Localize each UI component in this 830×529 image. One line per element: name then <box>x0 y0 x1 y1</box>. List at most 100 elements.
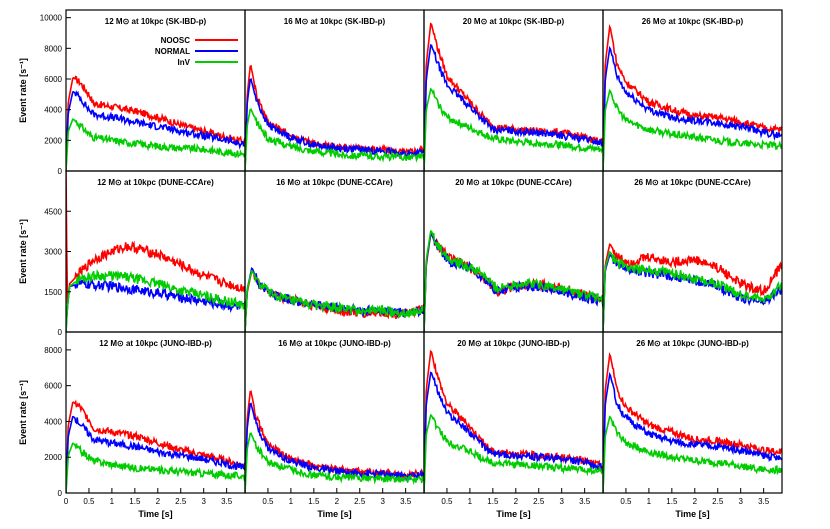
y-tick-label: 0 <box>58 328 63 337</box>
series-group <box>66 399 245 493</box>
panel-6: 16 M⊙ at 10kpc (DUNE-CCAre) <box>244 170 425 333</box>
x-tick-label: 0.5 <box>441 497 453 506</box>
panel-title: 26 M⊙ at 10kpc (SK-IBD-p) <box>642 17 744 26</box>
panel-8: 26 M⊙ at 10kpc (DUNE-CCAre) <box>602 170 783 333</box>
series-normal <box>245 77 424 171</box>
panel-2: 16 M⊙ at 10kpc (SK-IBD-p) <box>244 9 425 172</box>
panel-5: 12 M⊙ at 10kpc (DUNE-CCAre) 0 1500 3000 4500… <box>18 170 246 337</box>
series-normal <box>66 415 245 493</box>
series-noosc <box>66 399 245 493</box>
panel-7: 20 M⊙ at 10kpc (DUNE-CCAre) <box>423 170 604 333</box>
series-inv <box>245 108 424 171</box>
x-tick-label: 1.5 <box>666 497 678 506</box>
series-group <box>245 267 424 332</box>
panel-11: 20 M⊙ at 10kpc (JUNO-IBD-p) 0.5 1 1.5 2 2.5 3 3… <box>423 331 604 519</box>
x-tick-label: 3.5 <box>400 497 412 506</box>
series-group <box>245 64 424 171</box>
y-tick-label: 4000 <box>44 417 62 426</box>
panel-title: 16 M⊙ at 10kpc (DUNE-CCAre) <box>276 178 393 187</box>
panel-9: 12 M⊙ at 10kpc (JUNO-IBD-p) 0 2000 4000 6000… <box>18 331 246 519</box>
panel-frame <box>423 170 604 333</box>
x-tick-label: 3 <box>201 497 206 506</box>
series-inv <box>424 413 603 493</box>
y-tick-label: 2000 <box>44 136 62 145</box>
series-noosc <box>66 75 245 171</box>
panel-title: 16 M⊙ at 10kpc (SK-IBD-p) <box>284 17 386 26</box>
y-axis-label: Event rate [s⁻¹] <box>18 380 28 445</box>
series-group <box>603 352 782 493</box>
series-noosc <box>603 23 782 171</box>
y-tick-label: 1500 <box>44 288 62 297</box>
x-tick-label: 3 <box>559 497 564 506</box>
series-inv <box>603 415 782 493</box>
y-tick-label: 10000 <box>40 14 63 23</box>
y-tick-label: 2000 <box>44 453 62 462</box>
series-noosc <box>603 352 782 493</box>
series-group <box>603 23 782 171</box>
x-axis-label: Time [s] <box>675 509 709 519</box>
series-group <box>424 22 603 171</box>
legend-label: NORMAL <box>155 47 190 56</box>
series-inv <box>66 442 245 493</box>
x-tick-label: 0.5 <box>620 497 632 506</box>
series-group <box>603 243 782 332</box>
x-tick-label: 0.5 <box>262 497 274 506</box>
series-inv <box>245 432 424 493</box>
series-inv <box>66 269 245 332</box>
series-inv <box>245 269 424 332</box>
panel-3: 20 M⊙ at 10kpc (SK-IBD-p) <box>423 9 604 172</box>
series-noosc <box>245 270 424 332</box>
series-inv <box>424 230 603 332</box>
panel-4: 26 M⊙ at 10kpc (SK-IBD-p) <box>602 9 783 172</box>
y-tick-label: 4000 <box>44 106 62 115</box>
x-tick-label: 2 <box>514 497 519 506</box>
x-tick-label: 3 <box>380 497 385 506</box>
panel-1: 12 M⊙ at 10kpc (SK-IBD-p) 0 2000 4000 6000 80… <box>18 9 246 176</box>
series-inv <box>66 118 245 171</box>
x-tick-label: 2.5 <box>354 497 366 506</box>
series-normal <box>66 278 245 332</box>
series-group <box>424 230 603 332</box>
panel-frame <box>602 331 783 494</box>
x-tick-label: 2.5 <box>175 497 187 506</box>
x-tick-label: 1.5 <box>308 497 320 506</box>
series-inv <box>603 251 782 332</box>
x-tick-label: 3 <box>738 497 743 506</box>
x-axis-label: Time [s] <box>496 509 530 519</box>
x-tick-label: 3.5 <box>579 497 591 506</box>
y-tick-label: 8000 <box>44 346 62 355</box>
panel-title: 26 M⊙ at 10kpc (JUNO-IBD-p) <box>636 339 749 348</box>
x-tick-label: 1 <box>110 497 115 506</box>
panel-title: 20 M⊙ at 10kpc (SK-IBD-p) <box>463 17 565 26</box>
panel-title: 20 M⊙ at 10kpc (JUNO-IBD-p) <box>457 339 570 348</box>
panel-title: 12 M⊙ at 10kpc (JUNO-IBD-p) <box>99 339 212 348</box>
series-inv <box>603 88 782 171</box>
panel-frame <box>602 9 783 172</box>
series-normal <box>603 371 782 493</box>
panel-title: 16 M⊙ at 10kpc (JUNO-IBD-p) <box>278 339 391 348</box>
series-group <box>66 171 245 332</box>
x-tick-label: 1 <box>468 497 473 506</box>
series-inv <box>424 87 603 171</box>
series-normal <box>66 90 245 171</box>
panel-title: 26 M⊙ at 10kpc (DUNE-CCAre) <box>634 178 751 187</box>
x-tick-label: 2.5 <box>712 497 724 506</box>
x-tick-label: 1 <box>647 497 652 506</box>
series-group <box>245 390 424 493</box>
y-axis-label: Event rate [s⁻¹] <box>18 58 28 123</box>
series-normal <box>424 371 603 493</box>
y-tick-label: 6000 <box>44 75 62 84</box>
x-tick-label: 1.5 <box>129 497 141 506</box>
x-tick-label: 2 <box>335 497 340 506</box>
series-normal <box>245 402 424 493</box>
x-tick-label: 2 <box>693 497 698 506</box>
x-tick-label: 2.5 <box>533 497 545 506</box>
panel-title: 12 M⊙ at 10kpc (SK-IBD-p) <box>105 17 207 26</box>
x-tick-label: 0.5 <box>83 497 95 506</box>
y-tick-label: 3000 <box>44 248 62 257</box>
x-tick-label: 2 <box>156 497 161 506</box>
legend-label: NOOSC <box>161 36 191 45</box>
x-tick-label: 3.5 <box>221 497 233 506</box>
x-tick-label: 3.5 <box>758 497 770 506</box>
